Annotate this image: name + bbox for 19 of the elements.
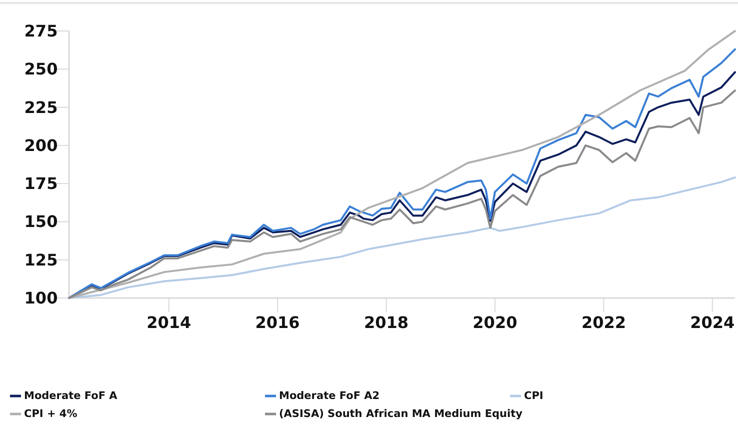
x-tick-label: 2016 (255, 313, 300, 332)
y-tick-label: 225 (24, 98, 58, 117)
y-tick-label: 250 (24, 60, 58, 79)
x-tick-label: 2020 (472, 313, 518, 332)
x-tick-label: 2018 (364, 313, 409, 332)
x-tick-label: 2022 (581, 313, 626, 332)
x-tick-label: 2024 (690, 313, 735, 332)
legend-label: CPI + 4% (24, 408, 78, 420)
legend-label: CPI (524, 390, 544, 402)
legend-label: Moderate FoF A (24, 390, 118, 402)
y-tick-label: 150 (24, 212, 58, 232)
y-tick-label: 175 (24, 174, 58, 194)
y-tick-label: 275 (24, 22, 58, 40)
legend-label: Moderate FoF A2 (279, 390, 380, 402)
legend-label: (ASISA) South African MA Medium Equity (279, 408, 523, 420)
y-tick-label: 125 (24, 250, 58, 270)
y-tick-label: 100 (24, 288, 58, 308)
x-tick-label: 2014 (146, 313, 192, 332)
y-tick-label: 200 (24, 136, 58, 155)
